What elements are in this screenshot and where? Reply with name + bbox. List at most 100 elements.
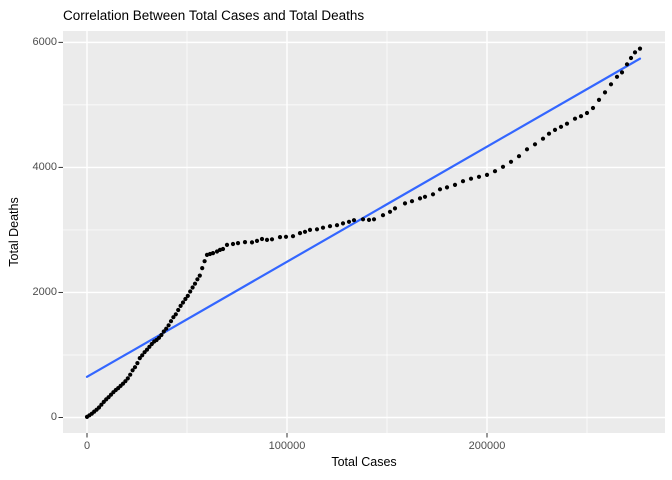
data-point: [147, 344, 152, 349]
data-point: [590, 105, 596, 111]
plot-panel: [63, 31, 665, 433]
data-point: [307, 227, 313, 232]
data-point: [96, 405, 102, 410]
x-axis-title: Total Cases: [331, 455, 397, 469]
data-point: [125, 376, 130, 381]
data-point: [176, 307, 181, 313]
data-point: [409, 199, 415, 204]
data-point: [302, 229, 308, 234]
data-point: [632, 50, 638, 55]
data-point: [637, 46, 643, 51]
data-point: [546, 131, 552, 136]
data-point: [540, 136, 546, 141]
data-point: [283, 234, 289, 239]
data-point: [437, 187, 443, 192]
data-point: [202, 259, 207, 264]
data-point: [584, 110, 590, 116]
data-point: [351, 218, 357, 223]
y-tick-label: 0: [50, 411, 57, 424]
data-point: [137, 356, 142, 361]
data-point: [277, 235, 283, 240]
data-point: [614, 74, 620, 79]
x-tick-label: 0: [83, 440, 91, 452]
y-tick-label: 2000: [32, 286, 57, 299]
data-point: [156, 335, 162, 340]
data-point: [619, 70, 625, 75]
chart-title: Correlation Between Total Cases and Tota…: [63, 8, 365, 23]
data-point: [532, 142, 538, 147]
data-point: [444, 185, 450, 190]
data-point: [460, 179, 466, 184]
data-point: [173, 312, 178, 317]
data-point: [297, 231, 303, 236]
data-point: [340, 221, 346, 226]
data-point: [264, 237, 270, 242]
data-point: [168, 319, 174, 324]
data-point: [195, 277, 200, 282]
y-tick-label: 4000: [32, 161, 57, 174]
data-point: [380, 213, 386, 218]
data-point: [552, 127, 558, 132]
data-point: [492, 169, 498, 174]
data-point: [235, 241, 241, 246]
data-point: [220, 246, 226, 252]
data-point: [164, 326, 169, 331]
data-point: [254, 238, 260, 243]
data-point: [161, 329, 166, 334]
data-point: [224, 242, 230, 247]
data-point: [183, 296, 188, 302]
data-point: [596, 97, 602, 102]
data-point: [524, 147, 530, 152]
data-point: [132, 365, 138, 370]
data-point: [572, 116, 578, 121]
data-point: [269, 237, 275, 242]
data-point: [135, 361, 140, 366]
data-point: [144, 347, 150, 352]
x-tick-label: 100000: [268, 440, 306, 452]
data-point: [290, 234, 296, 239]
data-point: [327, 224, 333, 229]
data-point: [402, 201, 408, 206]
data-point: [180, 300, 186, 305]
data-point: [188, 289, 193, 294]
data-point: [392, 206, 398, 211]
data-point: [578, 114, 584, 119]
data-point: [417, 196, 423, 201]
data-point: [366, 217, 372, 222]
data-point: [128, 372, 133, 377]
data-point: [422, 194, 428, 199]
data-point: [249, 240, 255, 245]
data-point: [171, 315, 176, 320]
data-point: [185, 293, 190, 298]
data-point: [178, 303, 183, 308]
data-point: [123, 379, 128, 384]
data-point: [624, 62, 630, 67]
y-tick-label: 6000: [32, 36, 57, 49]
data-point: [452, 182, 458, 187]
data-point: [558, 124, 564, 129]
data-point: [360, 217, 366, 222]
data-point: [608, 82, 614, 87]
data-point: [314, 227, 320, 232]
data-point: [334, 223, 340, 228]
data-point: [197, 273, 202, 278]
data-point: [387, 209, 393, 214]
data-point: [210, 251, 216, 256]
data-point: [430, 192, 436, 197]
data-point: [508, 159, 514, 164]
data-point: [602, 90, 608, 95]
data-point: [346, 219, 352, 224]
data-point: [516, 154, 522, 159]
data-point: [476, 174, 482, 179]
data-point: [192, 281, 198, 286]
data-point: [371, 217, 377, 222]
data-point: [190, 285, 195, 290]
data-point: [468, 176, 474, 181]
data-point: [564, 121, 570, 126]
data-point: [320, 225, 326, 230]
data-point: [99, 402, 104, 407]
data-point: [159, 332, 164, 338]
data-point: [259, 236, 265, 242]
